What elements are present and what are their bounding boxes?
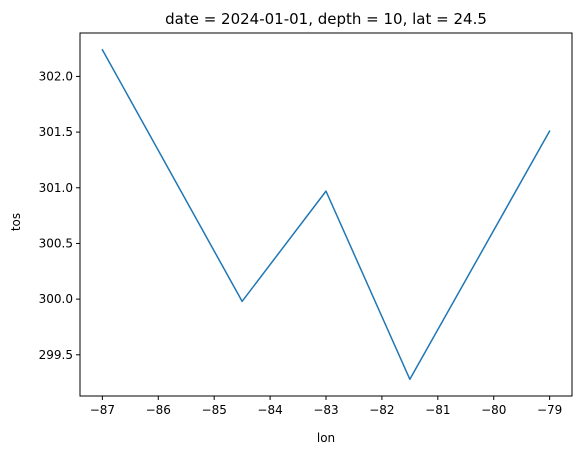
x-axis-ticks: −87 −86 −85 −84 −83 −82 −81 −80 −79 xyxy=(90,396,562,417)
y-tick-label: 299.5 xyxy=(39,348,73,362)
x-tick-label: −80 xyxy=(481,403,506,417)
y-tick-label: 302.0 xyxy=(39,69,73,83)
plot-frame xyxy=(79,32,573,397)
series-layer xyxy=(101,48,551,381)
y-axis-label: tos xyxy=(9,213,23,231)
series-line xyxy=(101,48,551,381)
x-tick-label: −86 xyxy=(146,403,171,417)
x-axis-label: lon xyxy=(317,431,335,445)
y-axis-ticks: 299.5 300.0 300.5 301.0 301.5 302.0 xyxy=(39,69,80,362)
x-tick-label: −84 xyxy=(257,403,282,417)
x-tick-label: −83 xyxy=(313,403,338,417)
y-tick-label: 301.0 xyxy=(39,181,73,195)
x-tick-label: −87 xyxy=(90,403,115,417)
y-tick-label: 301.5 xyxy=(39,125,73,139)
y-tick-label: 300.5 xyxy=(39,236,73,250)
x-tick-label: −79 xyxy=(537,403,562,417)
x-tick-label: −82 xyxy=(369,403,394,417)
x-tick-label: −81 xyxy=(425,403,450,417)
x-tick-label: −85 xyxy=(202,403,227,417)
y-tick-label: 300.0 xyxy=(39,292,73,306)
chart-title: date = 2024-01-01, depth = 10, lat = 24.… xyxy=(165,10,487,28)
